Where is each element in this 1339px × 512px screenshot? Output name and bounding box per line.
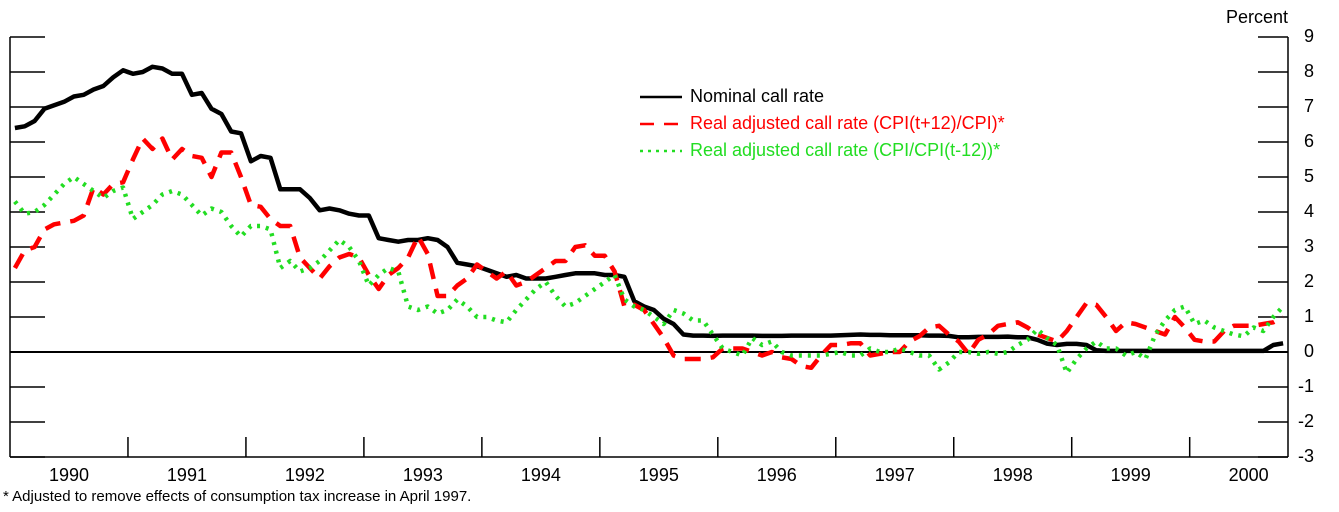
series-line [13,174,1285,376]
y-tick-label: 8 [1304,61,1314,81]
x-tick-label: 1999 [1111,465,1151,485]
x-tick-label: 1990 [49,465,89,485]
x-tick-label: 1993 [403,465,443,485]
y-tick-label: -1 [1298,376,1314,396]
y-tick-label: 7 [1304,96,1314,116]
series-line [14,64,1284,354]
y-tick-label: 5 [1304,166,1314,186]
y-tick-label: 2 [1304,271,1314,291]
y-tick-label: -3 [1298,446,1314,466]
x-tick-label: 1996 [757,465,797,485]
y-tick-label: 6 [1304,131,1314,151]
x-tick-label: 1992 [285,465,325,485]
y-tick-label: 1 [1304,306,1314,326]
y-tick-label: 4 [1304,201,1314,221]
x-tick-label: 1997 [875,465,915,485]
series-line [12,136,1285,371]
y-tick-label: -2 [1298,411,1314,431]
y-tick-label: 9 [1304,26,1314,46]
x-tick-label: 2000 [1229,465,1269,485]
x-tick-label: 1994 [521,465,561,485]
x-tick-label: 1991 [167,465,207,485]
x-tick-label: 1998 [993,465,1033,485]
x-tick-label: 1995 [639,465,679,485]
legend-label: Nominal call rate [690,86,824,106]
legend-label: Real adjusted call rate (CPI(t+12)/CPI)* [690,113,1005,133]
footnote: * Adjusted to remove effects of consumpt… [3,488,471,505]
y-axis-label: Percent [1226,7,1288,27]
y-tick-label: 0 [1304,341,1314,361]
y-tick-label: 3 [1304,236,1314,256]
legend-label: Real adjusted call rate (CPI/CPI(t-12))* [690,140,1000,160]
